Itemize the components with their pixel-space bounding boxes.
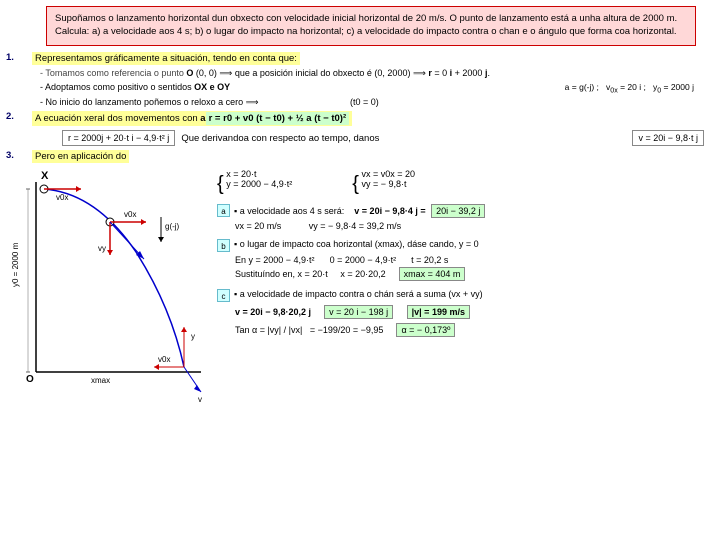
t: Tan α = |vy| / |vx| (235, 325, 302, 335)
ans-b: b ▪ o lugar de impacto coa horizontal (x… (217, 239, 714, 252)
t: v = 20 i − 198 j (324, 305, 393, 319)
num-3: 3. (6, 150, 32, 163)
item2-row: r = 2000j + 20·t i − 4,9·t² j Que deriva… (56, 130, 714, 146)
t: ▪ o lugar de impacto coa horizontal (xma… (234, 239, 479, 252)
svg-text:y0 = 2000 m: y0 = 2000 m (11, 243, 20, 288)
t: v = 20i − 9,8·4 j = (354, 206, 425, 216)
item1-text: Representamos gráficamente a situación, … (32, 52, 300, 65)
t: - Adoptamos como positivo o sentidos OX … (40, 82, 230, 95)
t: x = 20·20,2 (340, 269, 385, 279)
num-1: 1. (6, 52, 32, 65)
t: OX e OY (194, 82, 230, 92)
item1-sub2: - Adoptamos como positivo o sentidos OX … (40, 82, 714, 95)
c-sub2: Tan α = |vy| / |vx| = −199/20 = −9,95 α … (235, 323, 714, 337)
item-2: 2. A ecuación xeral dos movementos con a… (6, 111, 714, 126)
item-3: 3. Pero en aplicación do (6, 150, 714, 163)
t: a velocidade aos 4 s será: (240, 206, 345, 216)
t: - Adoptamos como positivo o sentidos (40, 82, 194, 92)
t: v = 20i − 9,8·20,2 j (235, 307, 311, 317)
eq-small: a = g(-j) ; v0x = 20 i ; y0 = 2000 j (565, 82, 714, 95)
diagram-svg: X O v0x v0x vy g(-j) xmax y v0x v y0 = 2… (6, 167, 211, 412)
t: A ecuación xeral dos movementos con (35, 113, 200, 124)
svg-text:v0x: v0x (124, 210, 136, 219)
t: En y = 2000 − 4,9·t² (235, 255, 315, 265)
t: + 2000 (452, 68, 485, 78)
right-panel: { x = 20·ty = 2000 − 4,9·t² { vx = v0x =… (211, 167, 714, 412)
t: Pero en aplicación do (35, 151, 126, 162)
eq-box2: v = 20i − 9,8·t j (632, 130, 704, 146)
t: 20i − 39,2 j (431, 204, 485, 218)
sq-c: c (217, 289, 230, 302)
t: vx = v0x = 20 (361, 169, 415, 179)
svg-text:v: v (198, 395, 202, 404)
item-1: 1. Representamos gráficamente a situació… (6, 52, 714, 65)
problem-statement: Supoñamos o lanzamento horizontal dun ob… (46, 6, 696, 46)
sq-b: b (217, 239, 230, 252)
eq-row: { x = 20·ty = 2000 − 4,9·t² { vx = v0x =… (217, 167, 714, 198)
c-sub1: v = 20i − 9,8·20,2 j v = 20 i − 198 j |v… (235, 305, 714, 319)
t: x = 20·t (226, 169, 256, 179)
svg-text:g(-j): g(-j) (165, 222, 180, 231)
t: (0, 0) ⟹ que a posición inicial do obxec… (193, 68, 428, 78)
b-sub2: Sustituíndo en, x = 20·t x = 20·20,2 xma… (235, 267, 714, 281)
t: . (487, 68, 490, 78)
t: ▪ a velocidade aos 4 s será: v = 20i − 9… (234, 204, 488, 218)
b-sub1: En y = 2000 − 4,9·t² 0 = 2000 − 4,9·t² t… (235, 255, 714, 265)
t: o lugar de impacto coa horizontal (xmax)… (240, 239, 479, 249)
svg-text:xmax: xmax (91, 376, 110, 385)
braces2: { vx = v0x = 20vy = − 9,8·t (352, 169, 415, 196)
svg-text:O: O (26, 374, 34, 385)
svg-text:v0x: v0x (158, 355, 170, 364)
t: vx = 20 m/s (235, 221, 281, 231)
t: |v| = 199 m/s (407, 305, 470, 319)
svg-text:vy: vy (98, 244, 106, 253)
t: vy = − 9,8·4 = 39,2 m/s (309, 221, 401, 231)
t: (t0 = 0) (350, 97, 379, 108)
t: Sustituíndo en, x = 20·t (235, 269, 328, 279)
t: - No inicio do lanzamento poñemos o relo… (40, 97, 350, 108)
diagram: X O v0x v0x vy g(-j) xmax y v0x v y0 = 2… (6, 167, 211, 412)
ans-a: a ▪ a velocidade aos 4 s será: v = 20i −… (217, 204, 714, 218)
item2-text: A ecuación xeral dos movementos con ar =… (32, 111, 352, 126)
t: vy = − 9,8·t (361, 179, 406, 189)
item1-sub3: - No inicio do lanzamento poñemos o relo… (40, 97, 714, 108)
t: = 0 (432, 68, 450, 78)
section3: X O v0x v0x vy g(-j) xmax y v0x v y0 = 2… (6, 167, 714, 412)
item3-text: Pero en aplicación do (32, 150, 129, 163)
t: = −199/20 = −9,95 (310, 325, 384, 335)
eq-box1: r = 2000j + 20·t i − 4,9·t² j (62, 130, 175, 146)
item1-sub1: - Tomamos como referencia o punto O (0, … (40, 68, 714, 79)
t: xmax = 404 m (399, 267, 466, 281)
t: 0 = 2000 − 4,9·t² (330, 255, 397, 265)
sq-a: a (217, 204, 230, 217)
svg-text:y: y (191, 332, 195, 341)
t: α = − 0,173º (396, 323, 455, 337)
t: ▪ a velocidade de impacto contra o chán … (234, 289, 483, 302)
a-sub: vx = 20 m/s vy = − 9,8·4 = 39,2 m/s (235, 221, 714, 231)
eq: r = r0 + v0 (t − t0) + ½ a (t − t0)² (206, 112, 350, 125)
ans-c: c ▪ a velocidade de impacto contra o chá… (217, 289, 714, 302)
t: t = 20,2 s (411, 255, 448, 265)
t: a velocidade de impacto contra o chán se… (240, 289, 483, 299)
braces1: { x = 20·ty = 2000 − 4,9·t² (217, 169, 292, 196)
svg-text:X: X (41, 170, 49, 182)
svg-text:v0x: v0x (56, 193, 68, 202)
t: Que derivandoa con respecto ao tempo, da… (181, 130, 379, 146)
num-2: 2. (6, 111, 32, 126)
t: - Tomamos como referencia o punto (40, 68, 186, 78)
t: y = 2000 − 4,9·t² (226, 179, 292, 189)
